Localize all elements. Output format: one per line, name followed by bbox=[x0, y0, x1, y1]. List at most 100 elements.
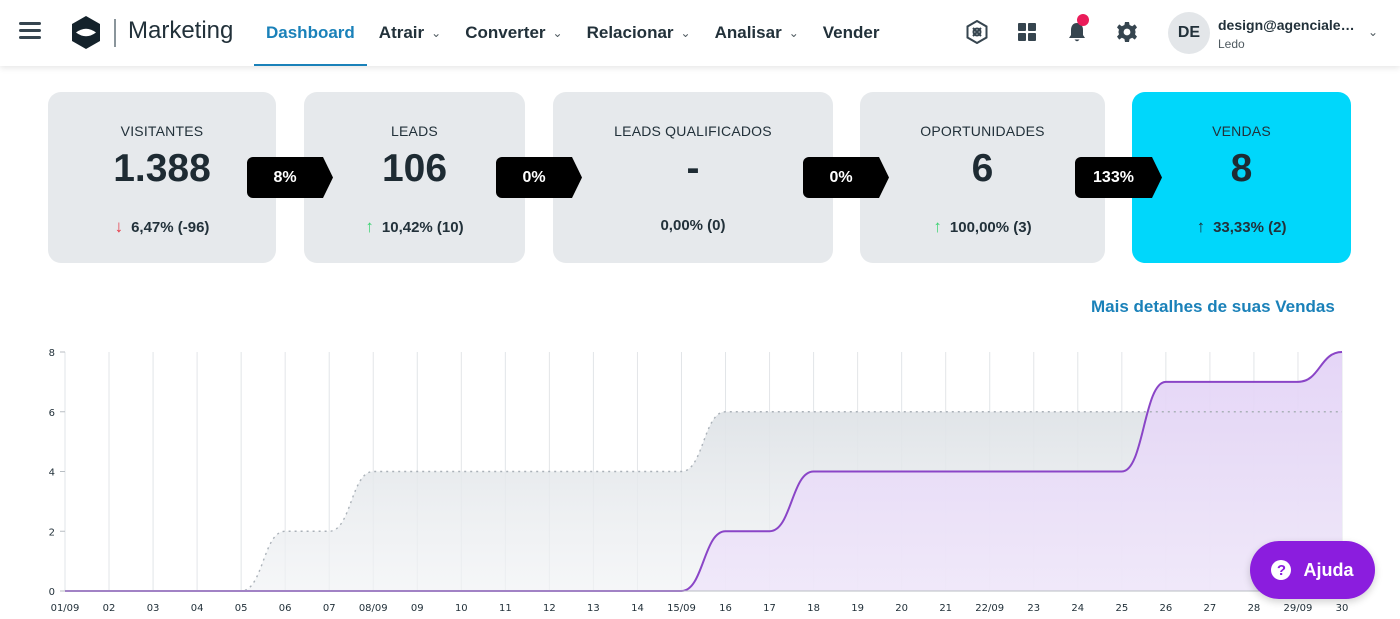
funnel-card-leads[interactable]: LEADS 106 ↑ 10,42% (10) bbox=[304, 92, 525, 263]
nav-label: Analisar bbox=[714, 23, 782, 42]
menu-icon[interactable] bbox=[19, 22, 41, 42]
y-tick-label: 4 bbox=[49, 468, 55, 479]
card-value: 106 bbox=[381, 147, 448, 190]
card-value: 8 bbox=[1230, 147, 1253, 190]
arrow-up-icon: ↑ bbox=[365, 217, 374, 236]
main-nav: Dashboard Atrair ⌄ Converter ⌄ Relacionar ⌄… bbox=[254, 0, 891, 66]
card-delta-text: 33,33% (2) bbox=[1213, 219, 1287, 236]
x-tick-label: 20 bbox=[895, 603, 908, 614]
nav-label: Relacionar bbox=[586, 23, 674, 42]
logo-icon bbox=[72, 16, 100, 49]
arrow-up-icon: ↑ bbox=[933, 217, 942, 236]
y-tick-label: 8 bbox=[49, 348, 55, 359]
bell-icon[interactable] bbox=[1065, 20, 1089, 44]
nav-vender[interactable]: Vender bbox=[811, 0, 892, 66]
user-email[interactable]: design@agenciale… bbox=[1218, 17, 1355, 33]
logo-separator bbox=[114, 19, 116, 47]
x-tick-label: 22/09 bbox=[975, 603, 1004, 614]
nav-label: Vender bbox=[822, 23, 880, 42]
funnel-card-visitantes[interactable]: VISITANTES 1.388 ↓ 6,47% (-96) bbox=[48, 92, 276, 263]
nav-label: Atrair bbox=[378, 23, 425, 42]
card-label: VENDAS bbox=[1212, 123, 1271, 139]
funnel-card-leads-qualificados[interactable]: LEADS QUALIFICADOS - 0,00% (0) bbox=[553, 92, 833, 263]
x-tick-label: 10 bbox=[455, 603, 468, 614]
nav-analisar[interactable]: Analisar ⌄ bbox=[703, 0, 811, 66]
y-tick-label: 6 bbox=[49, 408, 55, 419]
nav-label: Dashboard bbox=[266, 23, 355, 42]
arrow-up-icon: ↑ bbox=[1196, 217, 1206, 236]
card-delta: ↑ 100,00% (3) bbox=[860, 217, 1105, 237]
x-tick-label: 30 bbox=[1336, 603, 1349, 614]
x-tick-label: 28 bbox=[1248, 603, 1261, 614]
x-tick-label: 02 bbox=[103, 603, 116, 614]
card-value: - bbox=[686, 147, 700, 190]
notification-badge bbox=[1077, 14, 1089, 26]
card-label: VISITANTES bbox=[120, 123, 204, 139]
chevron-down-icon: ⌄ bbox=[552, 26, 563, 40]
chevron-down-icon[interactable]: ⌄ bbox=[1368, 25, 1379, 39]
x-tick-label: 27 bbox=[1204, 603, 1217, 614]
funnel-card-oportunidades[interactable]: OPORTUNIDADES 6 ↑ 100,00% (3) bbox=[860, 92, 1105, 263]
conversion-rate-oportunidades-vendas: 133% bbox=[1075, 157, 1162, 198]
compass-icon[interactable] bbox=[965, 20, 989, 44]
x-tick-label: 08/09 bbox=[359, 603, 388, 614]
x-tick-label: 19 bbox=[851, 603, 864, 614]
y-tick-label: 2 bbox=[49, 527, 55, 538]
x-tick-label: 18 bbox=[807, 603, 820, 614]
card-delta-text: 10,42% (10) bbox=[381, 219, 464, 236]
x-tick-label: 09 bbox=[411, 603, 424, 614]
card-delta: ↑ 10,42% (10) bbox=[304, 217, 525, 237]
x-tick-label: 07 bbox=[323, 603, 336, 614]
chevron-down-icon: ⌄ bbox=[680, 26, 691, 40]
nav-label: Converter bbox=[465, 23, 546, 42]
funnel-card-vendas[interactable]: VENDAS 8 ↑ 33,33% (2) bbox=[1132, 92, 1351, 263]
x-tick-label: 17 bbox=[763, 603, 776, 614]
x-tick-label: 01/09 bbox=[51, 603, 80, 614]
sales-details-link[interactable]: Mais detalhes de suas Vendas bbox=[1091, 297, 1335, 316]
x-tick-label: 12 bbox=[543, 603, 556, 614]
card-label: LEADS bbox=[391, 123, 438, 139]
nav-atrair[interactable]: Atrair ⌄ bbox=[367, 0, 453, 66]
conversion-rate-visitantes-leads: 8% bbox=[247, 157, 333, 198]
card-delta: 0,00% (0) bbox=[553, 217, 833, 234]
top-bar: Marketing Dashboard Atrair ⌄ Converter ⌄ R… bbox=[0, 0, 1400, 66]
avatar[interactable]: DE bbox=[1168, 12, 1210, 54]
user-org: Ledo bbox=[1218, 37, 1245, 51]
x-tick-label: 16 bbox=[719, 603, 732, 614]
apps-grid-icon[interactable] bbox=[1015, 20, 1039, 44]
chevron-down-icon: ⌄ bbox=[788, 26, 799, 40]
help-button[interactable]: ? Ajuda bbox=[1250, 541, 1375, 599]
conversion-rate-qualificados-oportunidades: 0% bbox=[803, 157, 889, 198]
x-tick-label: 29/09 bbox=[1284, 603, 1313, 614]
x-tick-label: 06 bbox=[279, 603, 292, 614]
x-tick-label: 11 bbox=[499, 603, 512, 614]
x-tick-label: 24 bbox=[1071, 603, 1084, 614]
chevron-down-icon: ⌄ bbox=[431, 26, 442, 40]
card-value: 6 bbox=[971, 147, 994, 190]
x-tick-label: 23 bbox=[1027, 603, 1040, 614]
nav-relacionar[interactable]: Relacionar ⌄ bbox=[575, 0, 703, 66]
help-label: Ajuda bbox=[1303, 559, 1354, 580]
y-tick-label: 0 bbox=[49, 587, 55, 598]
x-tick-label: 15/09 bbox=[667, 603, 696, 614]
card-delta-text: 0,00% (0) bbox=[660, 217, 726, 234]
conversion-rate-leads-qualificados: 0% bbox=[496, 157, 582, 198]
card-delta-text: 100,00% (3) bbox=[949, 219, 1032, 236]
card-label: LEADS QUALIFICADOS bbox=[614, 123, 772, 139]
x-tick-label: 04 bbox=[191, 603, 204, 614]
nav-converter[interactable]: Converter ⌄ bbox=[453, 0, 574, 66]
x-tick-label: 05 bbox=[235, 603, 248, 614]
card-delta-text: 6,47% (-96) bbox=[131, 219, 210, 236]
card-label: OPORTUNIDADES bbox=[920, 123, 1045, 139]
card-delta: ↓ 6,47% (-96) bbox=[48, 217, 276, 237]
x-tick-label: 21 bbox=[939, 603, 952, 614]
gear-icon[interactable] bbox=[1115, 20, 1139, 44]
x-tick-label: 13 bbox=[587, 603, 600, 614]
nav-dashboard[interactable]: Dashboard bbox=[254, 0, 367, 66]
x-tick-label: 25 bbox=[1115, 603, 1128, 614]
question-icon: ? bbox=[1271, 560, 1292, 580]
x-tick-label: 26 bbox=[1159, 603, 1172, 614]
arrow-down-icon: ↓ bbox=[114, 217, 124, 236]
current-period-area bbox=[65, 352, 1342, 591]
